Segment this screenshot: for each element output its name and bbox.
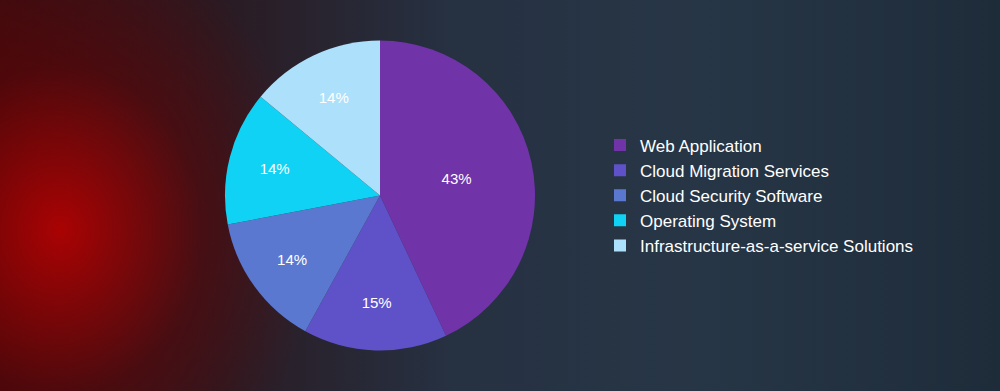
svg-text:14%: 14% [260,160,290,177]
svg-text:Infrastructure-as-a-service So: Infrastructure-as-a-service Solutions [640,237,913,256]
svg-text:Cloud Security Software: Cloud Security Software [640,187,822,206]
svg-text:15%: 15% [362,294,392,311]
svg-text:14%: 14% [319,89,349,106]
svg-text:43%: 43% [442,170,472,187]
svg-text:Web Application: Web Application [640,137,762,156]
svg-text:Operating System: Operating System [640,212,776,231]
svg-text:Cloud Migration Services: Cloud Migration Services [640,162,829,181]
svg-text:14%: 14% [277,251,307,268]
